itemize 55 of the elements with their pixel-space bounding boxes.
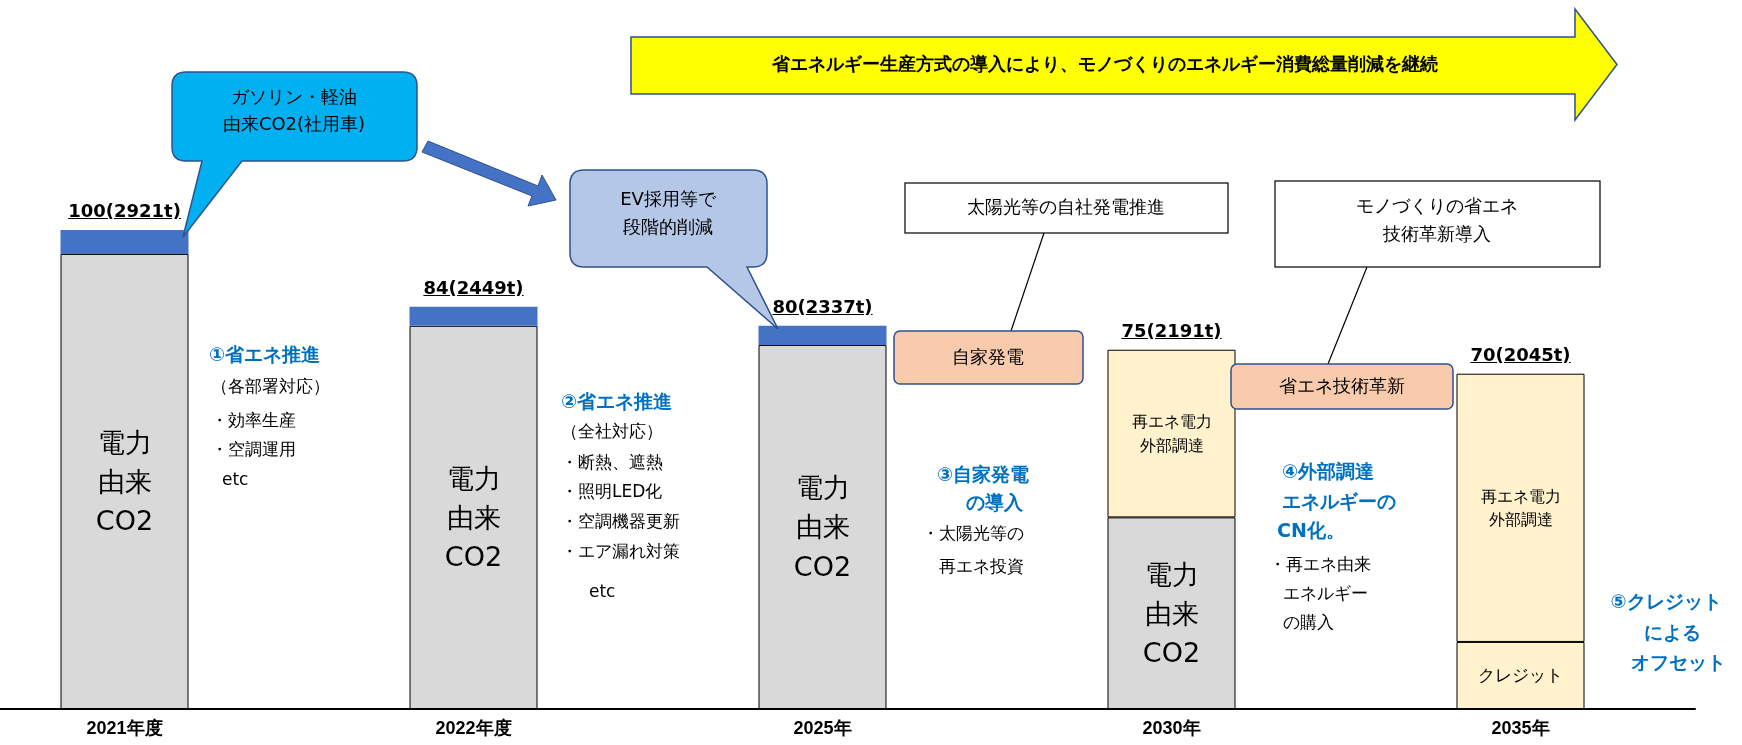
annotation: 再エネ投資 bbox=[939, 556, 1024, 577]
annotation: ・断熱、遮熱 bbox=[561, 452, 663, 473]
annotation: 自家発電 bbox=[952, 346, 1024, 368]
text: 再エネ電力外部調達 bbox=[1480, 486, 1561, 529]
text: 省エネルギー生産方式の導入により、モノづくりのエネルギー消費総量削減を継続 bbox=[772, 53, 1438, 75]
text: モノづくりの省エネ bbox=[1356, 195, 1518, 217]
x-tick-label: 2022年度 bbox=[435, 718, 512, 738]
bar bbox=[409, 306, 538, 326]
text: 由来CO2(社用車) bbox=[222, 113, 366, 135]
x-tick-label: 2021年度 bbox=[86, 718, 163, 738]
annotation: 省エネ技術革新 bbox=[1279, 375, 1405, 397]
annotation: オフセット bbox=[1630, 651, 1726, 674]
annotation: 段階的削減 bbox=[623, 216, 713, 238]
series-label: クレジット bbox=[1478, 665, 1563, 686]
text: ガソリン・軽油 bbox=[231, 86, 357, 108]
x-tick-label: 2035年 bbox=[1491, 718, 1550, 738]
annotation: ①省エネ推進 bbox=[209, 343, 321, 366]
annotation: ・照明LED化 bbox=[561, 481, 663, 502]
annotation: etc bbox=[589, 581, 616, 602]
x-tick-label: 2025年 bbox=[793, 718, 852, 738]
annotation: ・再エネ由来 bbox=[1269, 554, 1371, 575]
annotation: ・空調機器更新 bbox=[561, 511, 680, 532]
bar bbox=[60, 230, 189, 254]
annotation: ・空調運用 bbox=[211, 439, 296, 460]
annotation: エネルギーの bbox=[1282, 490, 1396, 513]
text: EV採用等で bbox=[620, 188, 716, 210]
annotation: ②省エネ推進 bbox=[561, 390, 673, 413]
text: 電力由来CO2 bbox=[444, 462, 503, 573]
annotation: ⑤クレジット bbox=[1610, 590, 1722, 613]
series-label: 電力由来CO2 bbox=[1142, 558, 1201, 668]
annotation: etc bbox=[222, 469, 249, 490]
annotation: ③自家発電 bbox=[936, 463, 1030, 486]
annotation: エネルギー bbox=[1283, 583, 1368, 604]
x-tick-label: 2030年 bbox=[1142, 718, 1201, 738]
bar bbox=[758, 325, 887, 345]
annotation: ・効率生産 bbox=[211, 410, 296, 431]
annotation: ・太陽光等の bbox=[922, 523, 1024, 544]
text: 電力由来CO2 bbox=[95, 426, 154, 537]
annotation: による bbox=[1643, 621, 1701, 644]
annotation: ・エア漏れ対策 bbox=[561, 541, 680, 562]
annotation: ④外部調達 bbox=[1281, 460, 1375, 483]
annotation: CN化。 bbox=[1277, 519, 1345, 542]
total-label: 80(2337t) bbox=[772, 295, 873, 318]
annotation: の購入 bbox=[1283, 612, 1334, 633]
total-label: 100(2921t) bbox=[68, 200, 181, 222]
annotation: 技術革新導入 bbox=[1383, 223, 1491, 245]
annotation: （全社対応） bbox=[561, 421, 663, 442]
total-label: 70(2045t) bbox=[1470, 343, 1571, 366]
annotation: の導入 bbox=[965, 491, 1023, 514]
series-label: 再エネ電力外部調達 bbox=[1131, 412, 1212, 455]
total-label: 84(2449t) bbox=[423, 276, 524, 299]
text: 太陽光等の自社発電推進 bbox=[967, 196, 1165, 218]
annotation: （各部署対応） bbox=[211, 376, 330, 397]
text: 電力由来CO2 bbox=[793, 472, 852, 582]
total-label: 75(2191t) bbox=[1121, 319, 1222, 342]
